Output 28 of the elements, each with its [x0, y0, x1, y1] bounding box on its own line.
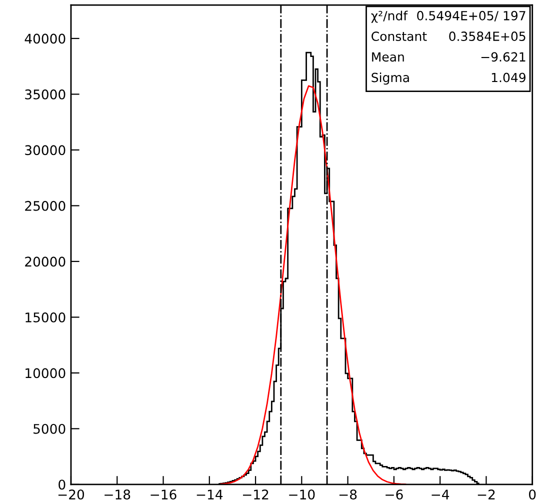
- x-tick-label: −2: [478, 490, 495, 500]
- annotation: −9.621: [481, 52, 526, 62]
- x-tick-label: 0: [529, 490, 536, 500]
- y-tick-label: 30000: [25, 145, 66, 156]
- x-tick-label: −8: [339, 490, 357, 500]
- x-tick-label: −4: [432, 490, 450, 500]
- x-tick-label: −6: [386, 490, 403, 500]
- annotation: Sigma: [372, 72, 409, 85]
- x-tick-label: −10: [289, 490, 315, 500]
- x-tick-label: −20: [58, 490, 84, 500]
- y-tick-label: 0: [58, 480, 66, 490]
- y-tick-label: 20000: [25, 256, 66, 267]
- y-tick-label: 40000: [24, 34, 66, 44]
- annotation: 1.049: [492, 72, 526, 82]
- annotation: Mean: [372, 52, 404, 62]
- annotation: 0.3584E+05: [449, 32, 526, 42]
- x-tick-label: −14: [196, 490, 223, 500]
- x-tick-label: −12: [243, 490, 268, 500]
- x-tick-label: −18: [104, 490, 130, 500]
- x-tick-label: −16: [150, 490, 176, 500]
- y-tick-label: 35000: [25, 89, 66, 100]
- annotation: χ²/ndf: [371, 10, 408, 23]
- y-tick-label: 10000: [26, 368, 66, 378]
- y-tick-label: 25000: [25, 200, 66, 211]
- annotation: 0.5494E+05/ 197: [417, 10, 526, 22]
- y-tick-label: 15000: [26, 312, 66, 322]
- annotation: Constant: [372, 32, 427, 42]
- y-tick-label: 5000: [34, 424, 66, 434]
